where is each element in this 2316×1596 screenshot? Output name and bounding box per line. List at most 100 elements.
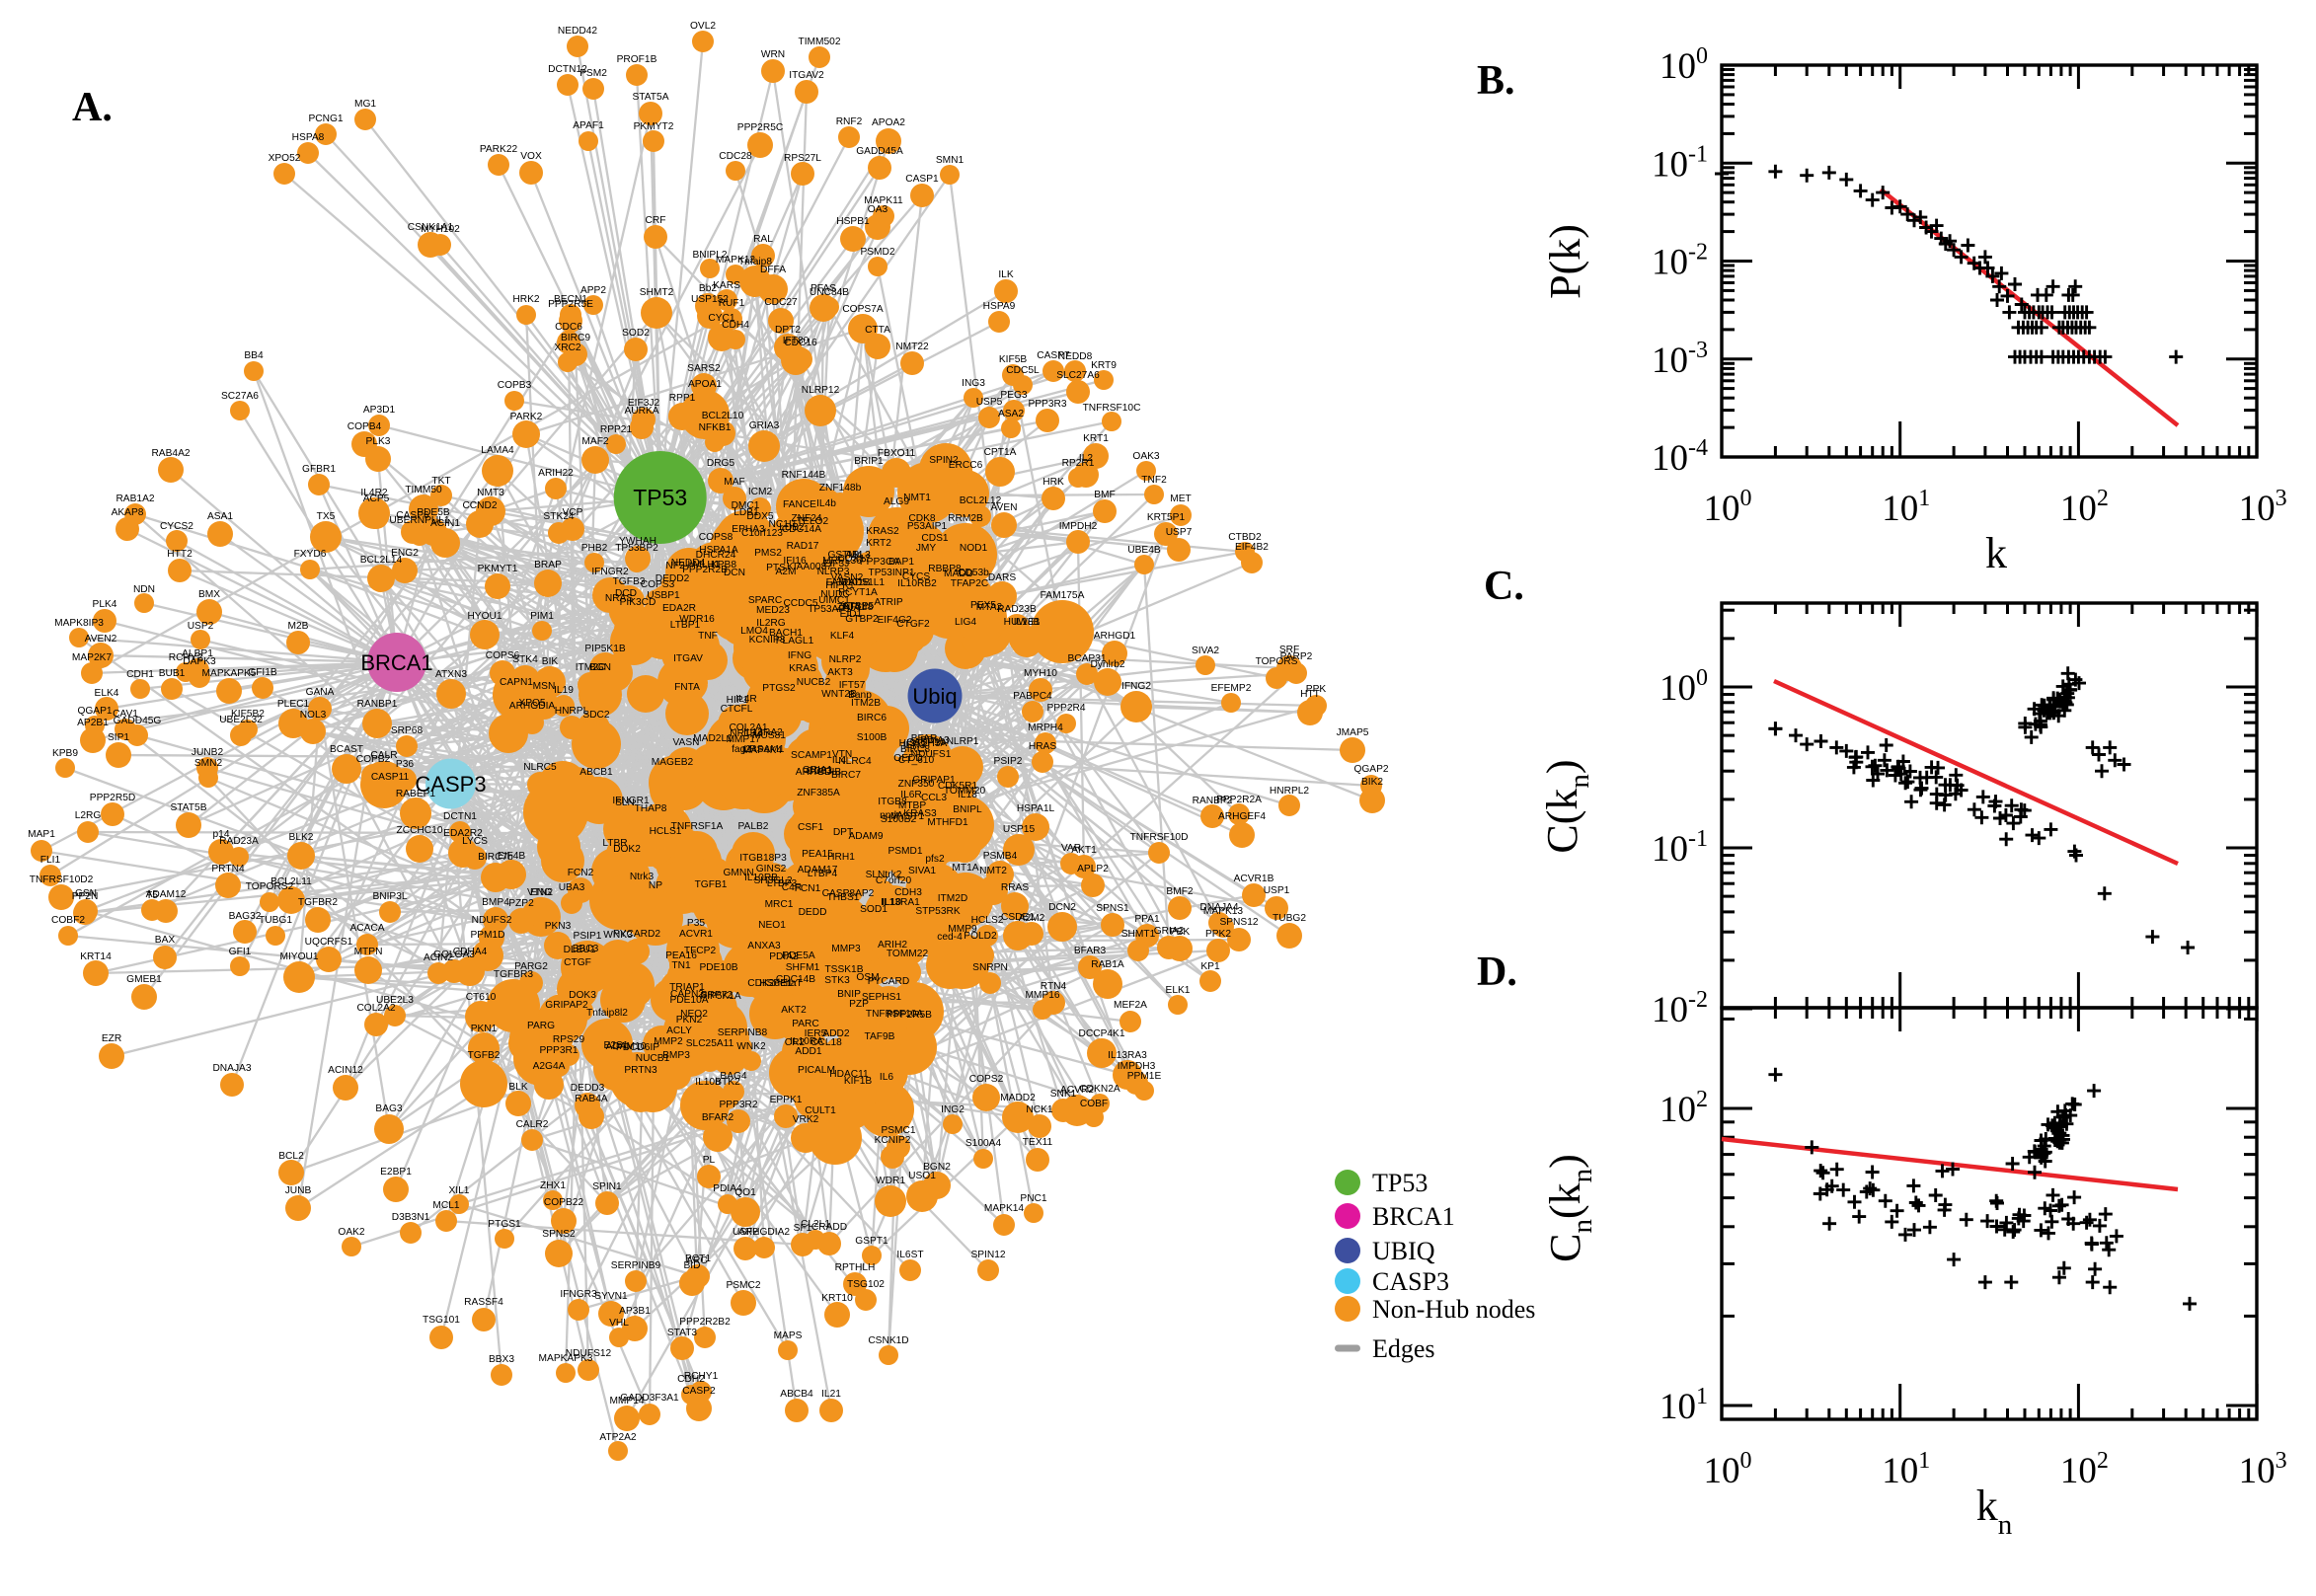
svg-text:BB4: BB4: [244, 350, 264, 361]
svg-text:WNK2: WNK2: [736, 1041, 766, 1052]
svg-text:BCL2: BCL2: [278, 1151, 304, 1162]
svg-text:ACVR1B: ACVR1B: [1234, 874, 1274, 884]
svg-text:OVL2: OVL2: [690, 21, 716, 32]
svg-text:SOD2: SOD2: [622, 328, 650, 339]
svg-text:RAD23A: RAD23A: [219, 836, 259, 847]
svg-text:ING2: ING2: [941, 1104, 965, 1115]
svg-text:RPS29: RPS29: [553, 1034, 585, 1045]
svg-text:COBF2: COBF2: [51, 915, 85, 926]
svg-text:SPIN2: SPIN2: [929, 455, 959, 466]
svg-text:MG1: MG1: [354, 99, 376, 110]
svg-text:pfs2: pfs2: [925, 854, 945, 865]
svg-text:PKMYT2: PKMYT2: [634, 121, 674, 132]
svg-text:BAG32: BAG32: [229, 911, 262, 922]
svg-text:KRT2: KRT2: [866, 538, 891, 549]
svg-text:PL: PL: [703, 1155, 716, 1166]
svg-text:ARIH22: ARIH22: [538, 468, 574, 479]
svg-text:KP1: KP1: [1200, 961, 1220, 972]
svg-text:HSPE1: HSPE1: [759, 978, 793, 989]
svg-text:IL6ST: IL6ST: [896, 1250, 923, 1260]
svg-text:YWHAH: YWHAH: [619, 536, 656, 547]
svg-text:PSMC2: PSMC2: [726, 1280, 760, 1291]
svg-text:P36: P36: [396, 759, 414, 770]
svg-text:TGFB2: TGFB2: [468, 1050, 501, 1061]
svg-text:ARHGDIA2: ARHGDIA2: [738, 1227, 790, 1238]
svg-text:HCLS2: HCLS2: [971, 915, 1004, 926]
svg-text:SPIN1: SPIN1: [592, 1181, 622, 1192]
svg-text:MSN: MSN: [533, 681, 556, 692]
svg-text:RNF144B: RNF144B: [782, 470, 826, 481]
svg-text:SEPHS1: SEPHS1: [862, 992, 902, 1003]
svg-text:BFAR2: BFAR2: [702, 1112, 734, 1123]
svg-text:CRF: CRF: [646, 215, 666, 226]
svg-text:SHMT1: SHMT1: [1121, 929, 1156, 940]
svg-text:USP7: USP7: [1166, 527, 1193, 538]
svg-text:TAF9B: TAF9B: [865, 1031, 895, 1042]
svg-text:RP2R1: RP2R1: [1062, 458, 1095, 469]
svg-text:COPB22: COPB22: [544, 1197, 584, 1208]
svg-text:LAMA4: LAMA4: [481, 445, 514, 456]
svg-text:QGAP1: QGAP1: [77, 706, 112, 717]
svg-text:IL13RA3: IL13RA3: [1108, 1050, 1147, 1061]
svg-text:CDK5R1: CDK5R1: [938, 781, 978, 792]
svg-text:JUNB: JUNB: [285, 1185, 312, 1196]
svg-text:L2RG: L2RG: [75, 810, 102, 821]
svg-text:NLRP2: NLRP2: [829, 654, 862, 665]
svg-text:SPIN12: SPIN12: [970, 1250, 1005, 1260]
svg-text:TUBG1: TUBG1: [259, 915, 292, 926]
svg-text:PSMB4: PSMB4: [983, 851, 1018, 862]
svg-text:MYH10: MYH10: [1024, 668, 1057, 679]
svg-text:ICM2: ICM2: [748, 487, 773, 497]
svg-text:ENG2: ENG2: [391, 548, 419, 559]
svg-text:PLEC1: PLEC1: [277, 699, 310, 710]
svg-text:ZNF385A: ZNF385A: [797, 788, 840, 798]
svg-text:ARHGD1: ARHGD1: [1094, 631, 1136, 642]
svg-text:NDUFS12: NDUFS12: [566, 1348, 612, 1359]
svg-text:STAT3: STAT3: [667, 1328, 698, 1338]
svg-text:OAK2: OAK2: [338, 1227, 365, 1238]
svg-text:KRAS2: KRAS2: [866, 526, 899, 537]
svg-text:FLI1: FLI1: [40, 855, 61, 866]
svg-text:S100B: S100B: [857, 732, 888, 743]
svg-text:OA3: OA3: [868, 204, 888, 215]
svg-text:NEDD42: NEDD42: [558, 26, 598, 37]
svg-text:LIG4: LIG4: [955, 617, 976, 628]
svg-text:PPP2R2B2: PPP2R2B2: [679, 1317, 731, 1328]
svg-text:CDC6: CDC6: [555, 322, 582, 333]
svg-text:EPPK1: EPPK1: [770, 1095, 803, 1105]
svg-text:BIK2: BIK2: [1361, 777, 1383, 788]
svg-text:MCL1: MCL1: [432, 1200, 460, 1211]
svg-text:TNF2: TNF2: [1141, 475, 1167, 486]
svg-text:C.: C.: [1484, 564, 1524, 609]
svg-text:PARG2: PARG2: [514, 961, 548, 972]
svg-text:FXYD6: FXYD6: [294, 549, 327, 560]
svg-text:PBK: PBK: [1170, 927, 1191, 938]
svg-text:PZP2: PZP2: [508, 898, 534, 909]
svg-text:NP: NP: [649, 880, 662, 891]
svg-text:MEF2A: MEF2A: [1114, 1000, 1147, 1011]
svg-text:DPT: DPT: [833, 827, 853, 838]
svg-text:SLC25A11: SLC25A11: [686, 1038, 734, 1049]
svg-text:RAD23B: RAD23B: [997, 604, 1037, 615]
svg-text:KLF4: KLF4: [830, 631, 855, 642]
svg-text:CCDC5: CCDC5: [783, 598, 817, 609]
svg-text:DCCP4K1: DCCP4K1: [1079, 1028, 1125, 1039]
svg-text:UBIQ: UBIQ: [1372, 1237, 1435, 1265]
svg-text:MAF2: MAF2: [581, 436, 609, 447]
svg-text:NLRC4: NLRC4: [838, 756, 872, 767]
svg-text:fag2: fag2: [732, 744, 751, 755]
svg-text:NUCB2: NUCB2: [797, 677, 831, 688]
svg-text:USP1: USP1: [1264, 885, 1290, 896]
svg-text:MAF: MAF: [724, 477, 745, 488]
svg-text:NLRC5: NLRC5: [523, 762, 557, 773]
svg-text:SC27A6: SC27A6: [221, 391, 259, 402]
svg-text:WDR1: WDR1: [876, 1176, 905, 1186]
svg-text:KIF5B2: KIF5B2: [231, 709, 265, 720]
svg-text:B.: B.: [1477, 58, 1515, 104]
svg-text:MAPKAPK5: MAPKAPK5: [202, 668, 257, 679]
svg-text:CPT1A: CPT1A: [984, 447, 1017, 458]
svg-text:XIL1: XIL1: [449, 1185, 470, 1196]
svg-text:CAPN2: CAPN2: [670, 989, 704, 1000]
svg-text:VHL: VHL: [609, 1318, 629, 1329]
svg-text:NOD1: NOD1: [960, 543, 988, 554]
